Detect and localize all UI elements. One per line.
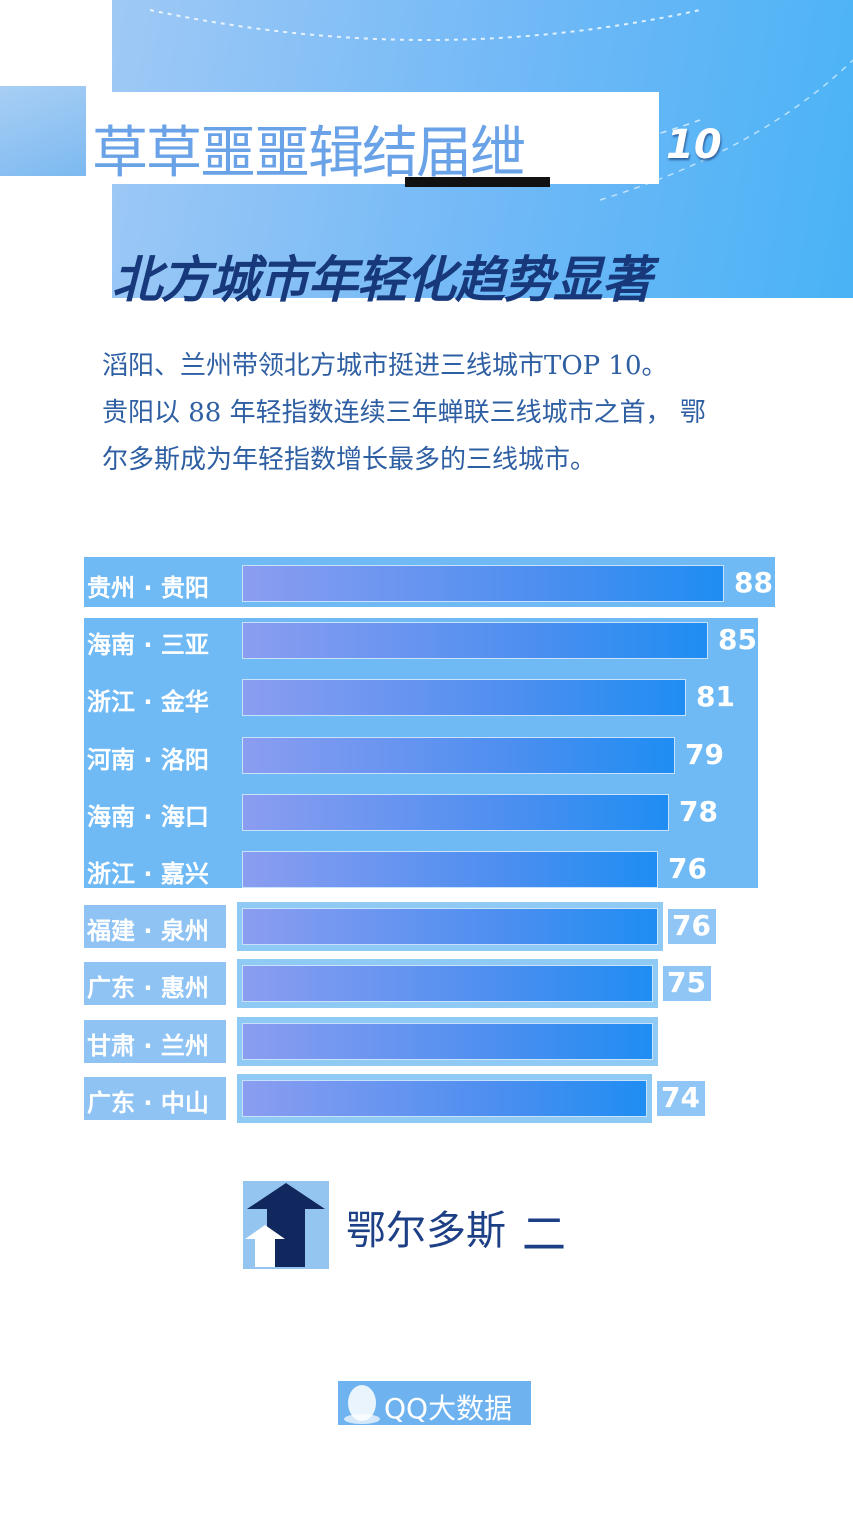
description-line-1: 滔阳、兰州带领北方城市挺进三线城市TOP 10。: [102, 351, 668, 381]
category-label: 甘肃 · 兰州: [87, 1032, 209, 1060]
bar-frame: [237, 959, 658, 1008]
chart-highlight-top: [84, 557, 775, 607]
page-title: 草草噩噩辑结届绁: [92, 121, 526, 186]
value-chip: [663, 966, 711, 1001]
chart-highlight-block: [84, 618, 758, 888]
category-chip: [84, 1077, 226, 1120]
bar-frame: [237, 1017, 658, 1066]
description: 滔阳、兰州带领北方城市挺进三线城市TOP 10。 贵阳以 88 年轻指数连续三年…: [102, 343, 842, 484]
value-label: 74: [661, 1081, 700, 1114]
bar-frame: [237, 1074, 652, 1123]
title-box: [87, 92, 659, 184]
logo-text: QQ大数据: [384, 1392, 513, 1425]
category-chip: [84, 962, 226, 1005]
bar: [242, 1023, 653, 1060]
bar-frame: [237, 902, 663, 951]
value-label: 75: [667, 966, 706, 999]
value-label: 76: [672, 909, 711, 942]
category-label: 广东 · 惠州: [87, 974, 209, 1002]
value-chip: [668, 909, 716, 944]
bar: [242, 965, 653, 1002]
banner-left-block: [0, 86, 86, 176]
category-label: 福建 · 泉州: [87, 917, 209, 945]
category-chip: [84, 905, 226, 948]
arrow-dash: 二: [522, 1209, 566, 1260]
description-line-2: 贵阳以 88 年轻指数连续三年蝉联三线城市之首， 鄂: [102, 398, 706, 428]
description-line-3: 尔多斯成为年轻指数增长最多的三线城市。: [102, 445, 597, 475]
qq-logo: [338, 1381, 531, 1425]
category-chip: [84, 1020, 226, 1063]
qq-penguin-icon: [344, 1385, 380, 1424]
page-subtitle: 北方城市年轻化趋势显著: [112, 251, 652, 309]
title-suffix: 10: [666, 122, 722, 168]
bar: [242, 1080, 647, 1117]
arrow-label: 鄂尔多斯: [346, 1208, 506, 1254]
bar: [242, 908, 658, 945]
title-underline: [405, 177, 550, 187]
value-chip: [657, 1081, 705, 1116]
category-label: 广东 · 中山: [87, 1089, 209, 1117]
arrow-box: [243, 1181, 329, 1269]
up-arrow-icon: [245, 1183, 325, 1267]
